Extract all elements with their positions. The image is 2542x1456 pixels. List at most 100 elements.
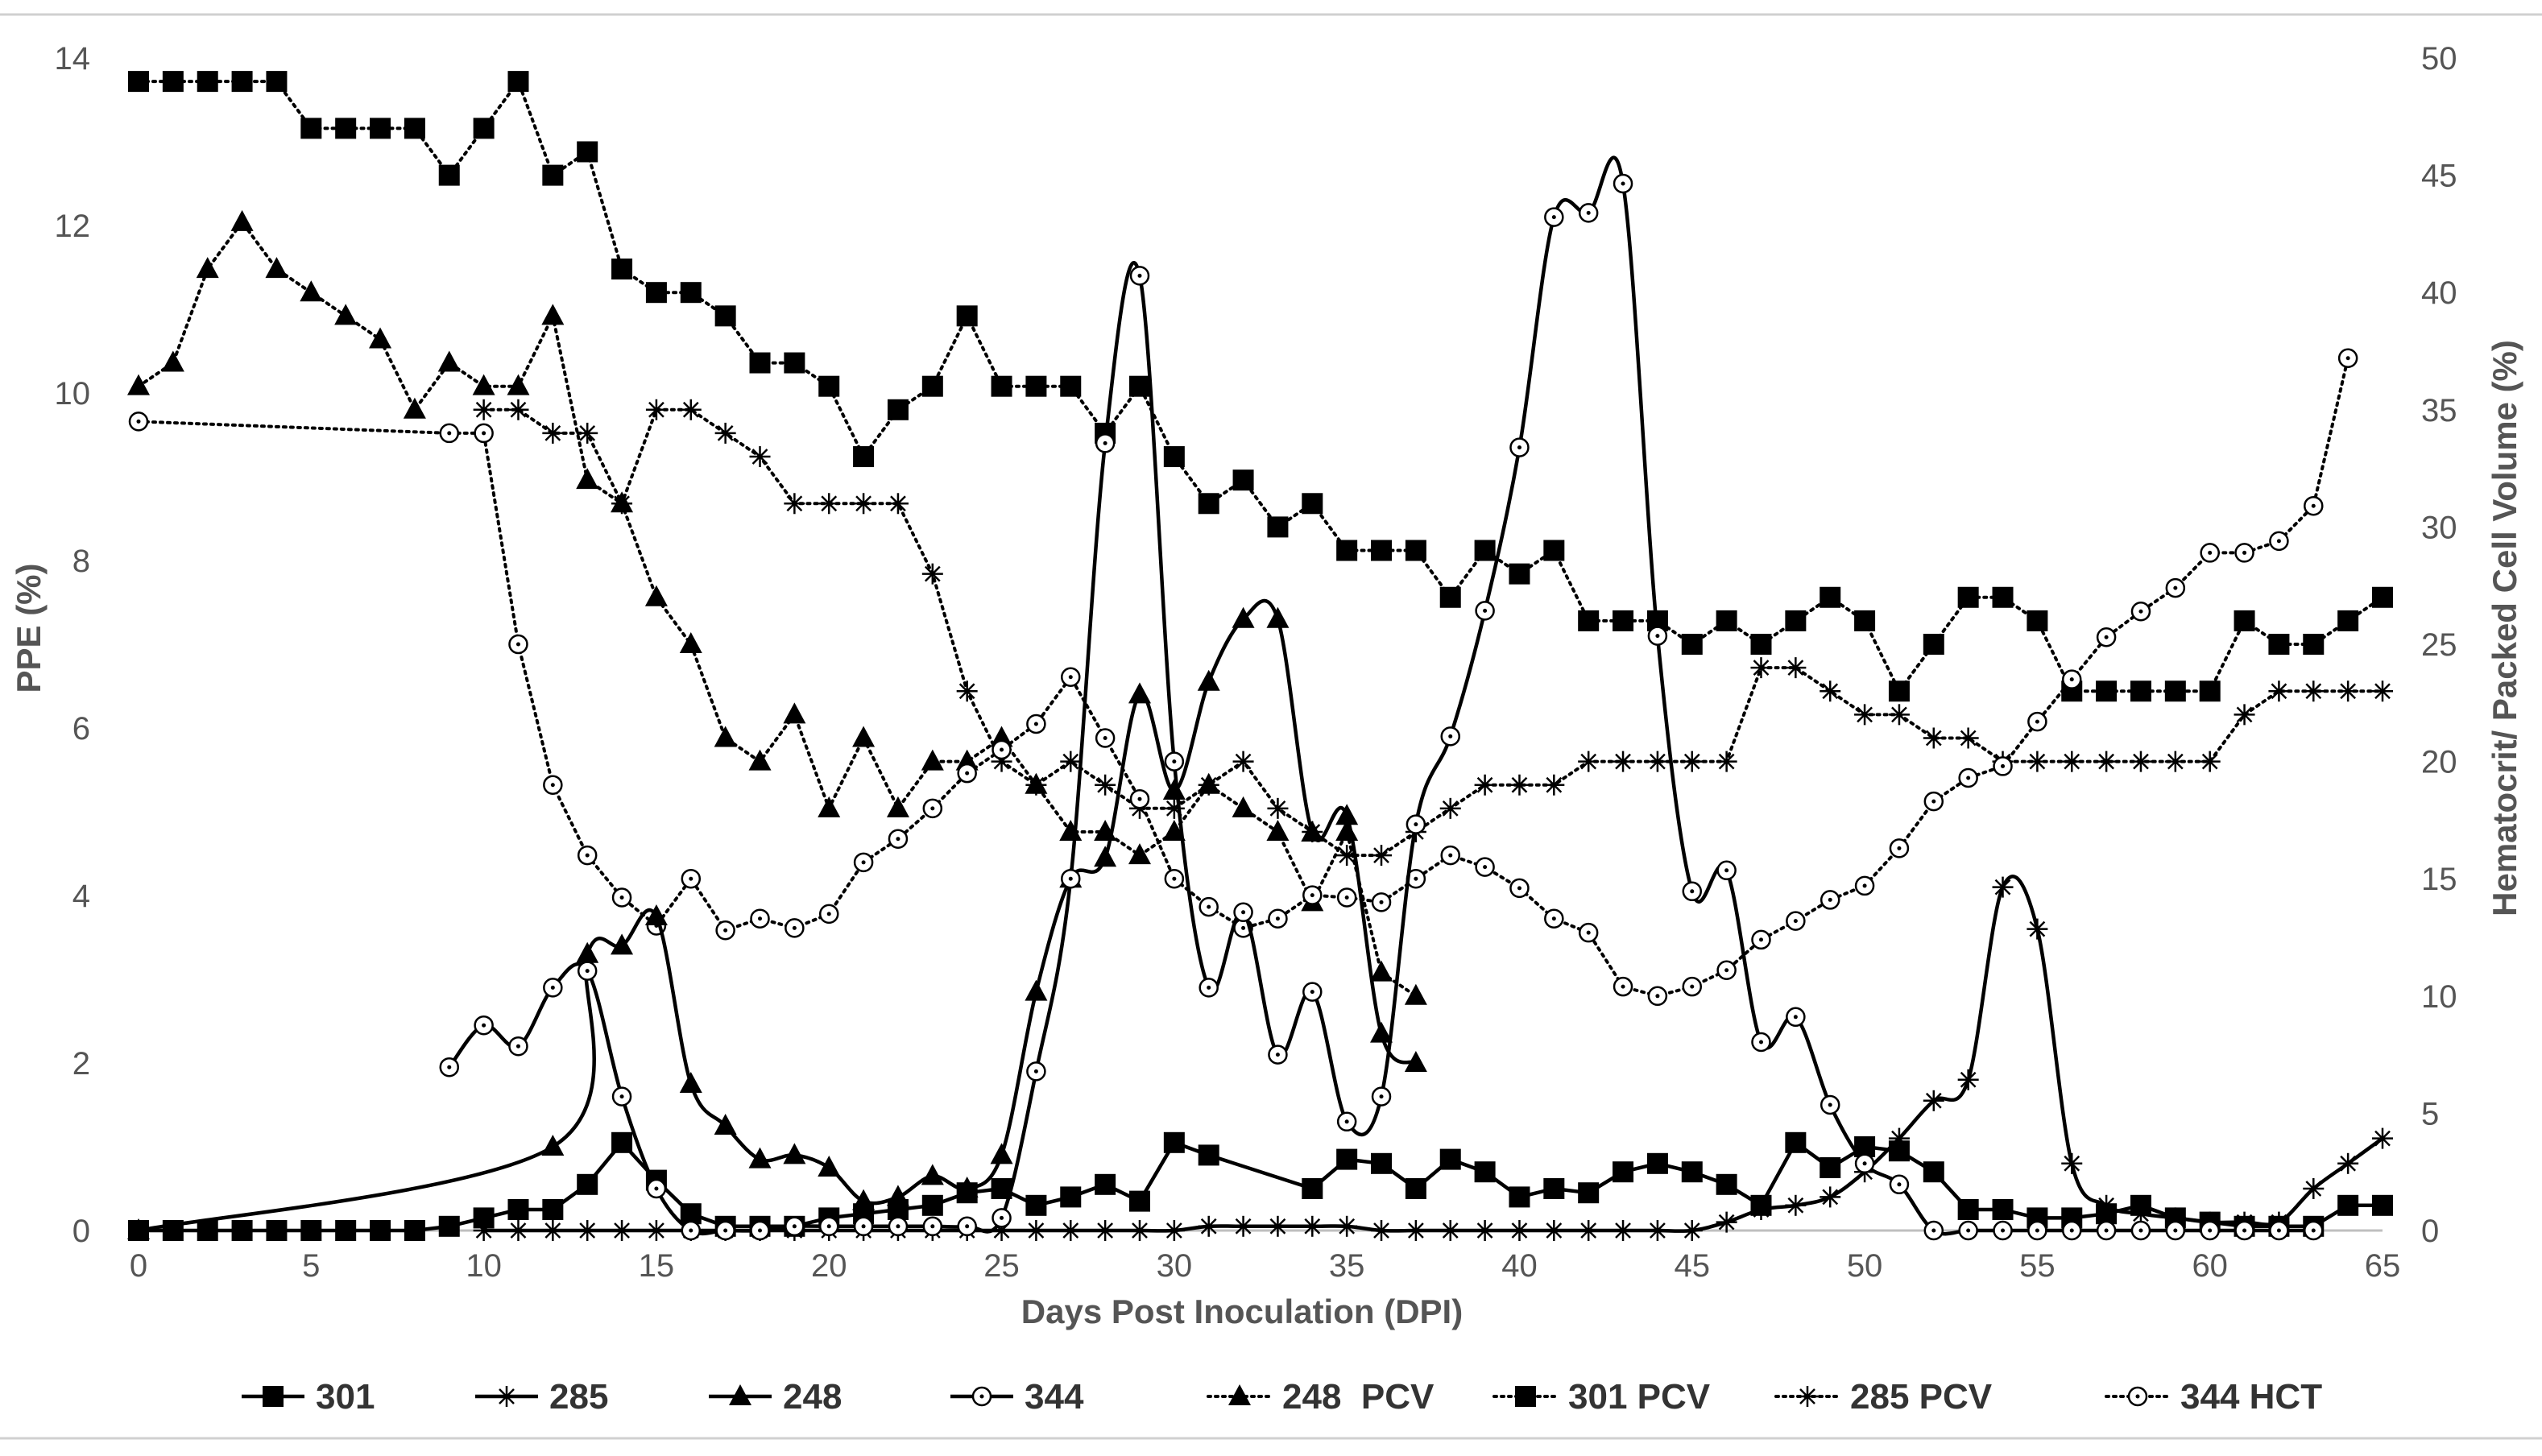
data-point	[748, 1147, 772, 1169]
data-point	[1785, 1194, 1807, 1216]
y-right-tick-label: 40	[2421, 275, 2457, 311]
data-point	[644, 904, 668, 925]
data-point	[853, 493, 875, 515]
data-point	[748, 749, 772, 771]
data-point	[541, 1135, 565, 1156]
data-point	[1613, 751, 1634, 772]
data-point	[611, 1220, 633, 1241]
data-point	[2027, 610, 2048, 631]
data-point	[542, 422, 564, 444]
data-point-dot	[2035, 1228, 2039, 1233]
series-301-pcv	[128, 71, 2393, 702]
data-point-dot	[1690, 889, 1695, 894]
data-point	[1198, 774, 1219, 796]
data-point-dot	[1483, 608, 1488, 613]
data-point	[1162, 819, 1186, 841]
data-point-dot	[689, 1228, 693, 1233]
x-tick-label: 0	[130, 1248, 147, 1284]
data-point	[1266, 819, 1290, 841]
data-point	[1301, 821, 1324, 842]
data-point-dot	[1275, 916, 1280, 921]
data-point	[611, 493, 633, 515]
y-right-tick-label: 35	[2421, 393, 2457, 428]
data-point	[1094, 846, 1117, 867]
legend-item: 285	[475, 1377, 608, 1417]
data-point	[1820, 1186, 1841, 1208]
data-point	[714, 305, 736, 327]
data-point-dot	[1758, 937, 1763, 942]
data-point	[1404, 983, 1427, 1005]
data-point-dot	[930, 1224, 935, 1229]
data-point-dot	[1586, 210, 1591, 215]
data-point	[473, 1207, 495, 1229]
data-point	[507, 399, 529, 420]
data-point-dot	[1862, 883, 1867, 888]
data-point	[1128, 843, 1151, 865]
data-point	[1198, 1144, 1219, 1166]
legend-item: 301 PCV	[1492, 1377, 1711, 1417]
data-point	[921, 1194, 943, 1216]
data-point	[231, 1220, 253, 1241]
data-point	[1957, 727, 1979, 749]
data-point	[1543, 540, 1565, 561]
data-point	[1128, 682, 1151, 704]
legend-marker	[1228, 1384, 1251, 1405]
legend-item: 248 PCV	[1207, 1377, 1435, 1417]
data-point-dot	[2001, 763, 2006, 768]
data-point	[1025, 1220, 1047, 1241]
data-point	[955, 1177, 979, 1197]
data-point-dot	[2104, 635, 2109, 639]
data-point	[784, 352, 805, 374]
data-point-dot	[1862, 1161, 1867, 1166]
data-point	[334, 304, 358, 325]
data-point-dot	[1828, 897, 1832, 902]
data-point	[955, 749, 979, 771]
data-point-dot	[619, 895, 624, 900]
data-point-dot	[2242, 550, 2247, 555]
data-point	[369, 327, 392, 349]
data-point	[1162, 779, 1186, 800]
data-point-dot	[2104, 1228, 2109, 1233]
data-point-dot	[2001, 1228, 2006, 1233]
data-point-dot	[965, 1224, 970, 1229]
data-point-dot	[2311, 1228, 2316, 1233]
data-point	[1302, 1215, 1323, 1237]
data-point-dot	[1310, 990, 1314, 995]
data-point	[611, 933, 634, 955]
data-point-dot	[1068, 675, 1073, 680]
data-point	[645, 282, 667, 304]
y-left-axis-label: PPE (%)	[10, 563, 48, 693]
data-point	[300, 118, 322, 139]
data-point	[1128, 1190, 1150, 1212]
data-point-dot	[2345, 356, 2350, 361]
data-point-dot	[1621, 181, 1625, 186]
data-point	[266, 71, 288, 93]
data-point	[2268, 680, 2290, 702]
data-point	[784, 493, 805, 515]
data-point	[1232, 751, 1254, 772]
data-point	[1578, 751, 1600, 772]
data-point	[1266, 606, 1290, 628]
data-point	[611, 1131, 633, 1153]
data-point	[1025, 979, 1048, 1001]
data-point-dot	[1344, 1119, 1349, 1124]
data-point	[679, 1072, 702, 1093]
data-point	[921, 749, 944, 771]
data-point	[1854, 704, 1876, 726]
x-tick-label: 5	[302, 1248, 320, 1284]
data-point	[990, 726, 1013, 747]
data-point	[1820, 1157, 1841, 1178]
legend-label: 248	[783, 1377, 842, 1417]
data-point	[576, 468, 599, 490]
data-point	[1267, 516, 1289, 538]
y-left-tick-label: 14	[55, 41, 91, 77]
data-point	[542, 1220, 564, 1241]
data-point	[818, 375, 840, 397]
data-point	[2303, 1178, 2325, 1199]
data-point	[1474, 1161, 1496, 1183]
data-point	[265, 257, 288, 279]
data-point	[1336, 540, 1358, 561]
data-point	[2199, 680, 2221, 702]
data-point	[1888, 704, 1910, 726]
data-point	[1785, 1131, 1807, 1153]
